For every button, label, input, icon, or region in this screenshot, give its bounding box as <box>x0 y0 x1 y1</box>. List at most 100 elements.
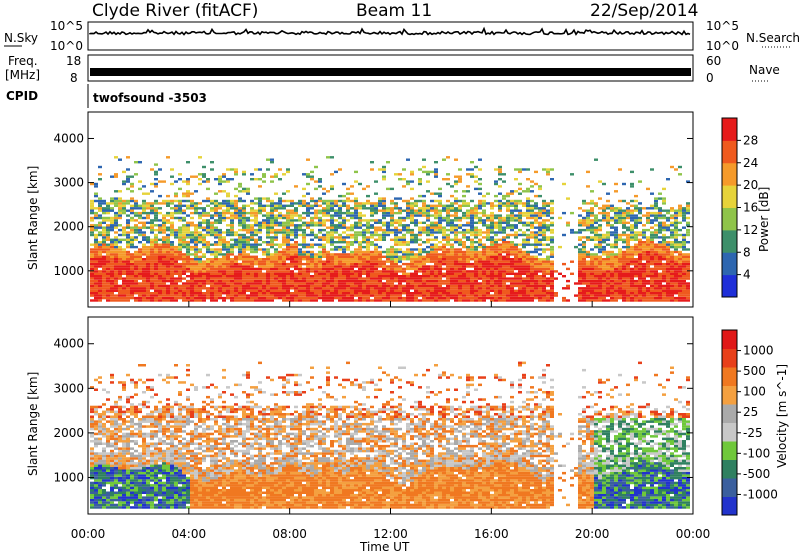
heatmap-cell <box>122 238 126 241</box>
heatmap-cell <box>434 292 438 295</box>
heatmap-cell <box>362 289 366 292</box>
heatmap-cell <box>250 199 254 203</box>
heatmap-cell <box>594 255 598 258</box>
heatmap-cell <box>174 245 178 249</box>
heatmap-cell <box>526 187 530 191</box>
heatmap-cell <box>578 214 582 217</box>
heatmap-cell <box>90 202 94 205</box>
heatmap-cell <box>250 299 254 302</box>
heatmap-cell <box>94 207 98 210</box>
heatmap-cell <box>214 250 218 254</box>
heatmap-cell <box>530 207 534 210</box>
heatmap-cell <box>218 289 222 292</box>
heatmap-cell <box>510 289 514 292</box>
heatmap-cell <box>594 204 598 207</box>
heatmap-cell <box>334 265 338 268</box>
heatmap-cell <box>150 272 154 275</box>
heatmap-cell <box>354 294 358 297</box>
heatmap-cell <box>630 272 634 275</box>
heatmap-cell <box>262 282 266 285</box>
heatmap-cell <box>322 219 326 222</box>
heatmap-cell <box>102 284 106 288</box>
heatmap-cell <box>114 241 118 244</box>
heatmap-cell <box>326 260 330 263</box>
heatmap-cell <box>610 299 614 302</box>
heatmap-cell <box>342 250 346 254</box>
heatmap-cell <box>534 289 538 292</box>
heatmap-cell <box>630 279 634 283</box>
heatmap-cell <box>126 233 130 237</box>
heatmap-cell <box>150 267 154 271</box>
heatmap-cell <box>486 272 490 275</box>
heatmap-cell <box>178 267 182 271</box>
heatmap-cell <box>354 170 358 174</box>
heatmap-cell <box>330 253 334 256</box>
heatmap-cell <box>486 292 490 295</box>
heatmap-cell <box>474 236 478 239</box>
heatmap-cell <box>150 209 154 212</box>
heatmap-cell <box>586 253 590 256</box>
heatmap-cell <box>458 238 462 241</box>
heatmap-cell <box>342 236 346 239</box>
heatmap-cell <box>622 296 626 300</box>
heatmap-cell <box>390 262 394 266</box>
heatmap-cell <box>238 216 242 220</box>
heatmap-cell <box>218 248 222 251</box>
heatmap-cell <box>374 202 378 205</box>
heatmap-cell <box>114 175 118 178</box>
heatmap-cell <box>310 296 314 300</box>
heatmap-cell <box>522 260 526 263</box>
heatmap-cell <box>510 296 514 300</box>
heatmap-cell <box>398 216 402 220</box>
heatmap-cell <box>450 289 454 292</box>
heatmap-cell <box>374 267 378 271</box>
heatmap-cell <box>322 267 326 271</box>
heatmap-cell <box>274 219 278 222</box>
heatmap-cell <box>266 296 270 300</box>
heatmap-cell <box>226 260 230 263</box>
heatmap-cell <box>98 202 102 205</box>
heatmap-cell <box>154 238 158 241</box>
heatmap-cell <box>474 209 478 212</box>
heatmap-cell <box>354 216 358 220</box>
heatmap-cell <box>338 168 342 171</box>
heatmap-cell <box>330 199 334 203</box>
heatmap-cell <box>350 214 354 217</box>
heatmap-cell <box>594 216 598 220</box>
heatmap-cell <box>130 262 134 266</box>
heatmap-cell <box>198 279 202 283</box>
heatmap-cell <box>346 204 350 207</box>
heatmap-cell <box>346 253 350 256</box>
heatmap-cell <box>130 245 134 249</box>
heatmap-cell <box>94 228 98 232</box>
heatmap-cell <box>466 299 470 302</box>
heatmap-cell <box>122 270 126 273</box>
heatmap-cell <box>394 279 398 283</box>
heatmap-cell <box>150 228 154 232</box>
heatmap-cell <box>250 224 254 227</box>
heatmap-cell <box>438 275 442 278</box>
heatmap-cell <box>470 248 474 251</box>
heatmap-cell <box>414 236 418 239</box>
heatmap-cell <box>310 211 314 215</box>
heatmap-cell <box>182 224 186 227</box>
heatmap-cell <box>98 221 102 224</box>
heatmap-cell <box>274 260 278 263</box>
heatmap-cell <box>490 219 494 222</box>
heatmap-cell <box>638 279 642 283</box>
heatmap-cell <box>286 219 290 222</box>
heatmap-cell <box>322 248 326 251</box>
heatmap-cell <box>222 284 226 288</box>
heatmap-cell <box>354 209 358 212</box>
heatmap-cell <box>418 233 422 237</box>
heatmap-cell <box>246 204 250 207</box>
heatmap-cell <box>442 233 446 237</box>
heatmap-cell <box>618 270 622 273</box>
heatmap-cell <box>414 294 418 297</box>
heatmap-cell <box>406 224 410 227</box>
heatmap-cell <box>586 219 590 222</box>
heatmap-cell <box>590 221 594 224</box>
heatmap-cell <box>634 245 638 249</box>
heatmap-cell <box>326 226 330 229</box>
heatmap-cell <box>118 299 122 302</box>
